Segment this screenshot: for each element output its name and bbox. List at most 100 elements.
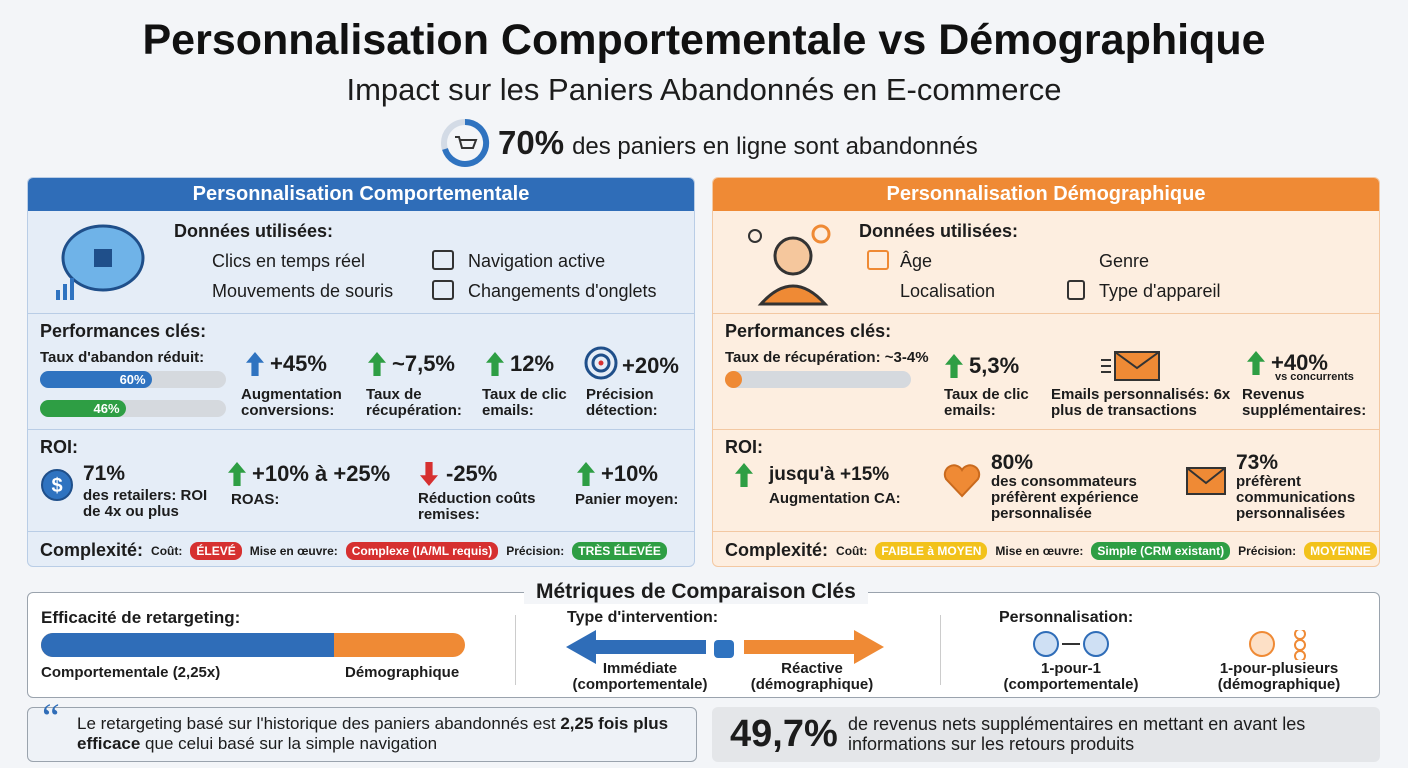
dollar-icon: $: [41, 469, 73, 501]
bar: 60%: [40, 371, 152, 388]
kpi-value: 12%: [510, 351, 555, 376]
complexity-heading: Complexité:: [725, 540, 829, 560]
arrow: [577, 462, 595, 486]
bar-track: [725, 371, 911, 388]
complexity-label: Précision:: [506, 543, 565, 558]
complexity-row: Complexité: Coût: FAIBLE à MOYEN Mise en …: [725, 540, 1377, 561]
data-item: Âge: [900, 251, 933, 271]
kpi-label: Revenus supplémentaires:: [1242, 386, 1367, 419]
kpi-label: Taux de clic emails:: [944, 386, 1029, 419]
quote-text: Le retargeting basé sur l'historique des…: [77, 714, 561, 733]
svg-text:$: $: [51, 475, 62, 497]
icon: [1067, 280, 1085, 300]
roi-value: 80%: [991, 451, 1034, 474]
data-item: Type d'appareil: [1099, 281, 1221, 301]
stat-value: 70%: [498, 124, 565, 161]
roi-heading: ROI:: [725, 437, 763, 457]
badge: FAIBLE à MOYEN: [875, 541, 988, 560]
roi-item: +10%: [577, 461, 658, 487]
divider: [515, 615, 516, 685]
roi-item: -25%: [420, 461, 497, 487]
arrow: [1247, 351, 1265, 375]
stat-row: 70% des paniers en ligne sont abandonnés: [498, 124, 978, 162]
complexity-label: Mise en œuvre:: [249, 543, 338, 558]
arrow: [246, 352, 264, 376]
data-heading: Données utilisées:: [174, 221, 334, 241]
mail-icon: [1101, 351, 1160, 381]
personalization-left: 1-pour-1 (comportementale): [1003, 660, 1139, 693]
badge: MOYENNE: [1304, 541, 1377, 560]
complexity-label: Coût:: [151, 543, 183, 558]
separator: [713, 429, 1379, 430]
kpi-value: +20%: [622, 353, 679, 378]
quote-mark: “: [42, 695, 60, 740]
quote-box: [27, 707, 697, 762]
roi-label: ROAS:: [231, 491, 280, 508]
badge: Simple (CRM existant): [1091, 541, 1231, 560]
roi-value: jusqu'à +15%: [769, 464, 890, 485]
kpi: +45%: [246, 351, 327, 377]
abandon-label: Taux d'abandon réduit:: [40, 349, 205, 366]
kpi-label: Augmentation conversions:: [241, 386, 342, 419]
data-item: Changements d'onglets: [468, 281, 657, 301]
data-item: Genre: [1099, 251, 1150, 271]
complexity-label: Mise en œuvre:: [995, 543, 1084, 558]
person-icon: [748, 224, 831, 306]
retargeting-bar: [41, 633, 465, 657]
data-item: Clics en temps réel: [212, 251, 366, 271]
kpi: ~7,5%: [368, 351, 455, 377]
kpi-value: +40%: [1271, 350, 1328, 375]
badge: ÉLEVÉ: [190, 541, 242, 560]
intervention-right: Réactive (démographique): [750, 660, 874, 693]
retargeting-heading: Efficacité de retargeting:: [41, 608, 241, 627]
subtitle: Impact sur les Paniers Abandonnés en E-c…: [346, 72, 1062, 107]
separator: [28, 313, 694, 314]
roi-heading: ROI:: [40, 437, 78, 457]
personalization-icons: [1033, 630, 1306, 660]
arrow: [735, 463, 753, 487]
kpi-label: Taux de récupération:: [366, 386, 462, 419]
data-item: Localisation: [900, 281, 996, 301]
heart-icon: [943, 464, 981, 498]
kpi: 5,3%: [945, 353, 1019, 379]
intervention-left: Immédiate (comportementale): [572, 660, 708, 693]
bar: 46%: [40, 400, 126, 417]
intervention-heading: Type d'intervention:: [567, 609, 719, 626]
target-icon: [584, 346, 618, 380]
kpi-value: +45%: [270, 351, 327, 376]
kpi-value: ~7,5%: [392, 351, 455, 376]
roi-label: préfèrent communications personnalisées: [1236, 473, 1356, 522]
stat-box: [712, 707, 1380, 762]
kpi-value: 5,3%: [969, 353, 1020, 378]
divider: [940, 615, 941, 685]
intervention-arrows: [566, 630, 884, 664]
personalization-heading: Personnalisation:: [999, 609, 1134, 626]
kpi: +40%: [1247, 350, 1328, 376]
personalization-right: 1-pour-plusieurs (démographique): [1217, 660, 1341, 693]
icon: [867, 250, 889, 270]
separator: [713, 313, 1379, 314]
recovery-label: Taux de récupération: ~3-4%: [725, 349, 929, 366]
arrow: [368, 352, 386, 376]
bar-track: 46%: [40, 400, 226, 417]
comparison-title: Métriques de Comparaison Clés: [524, 580, 868, 604]
icon: [432, 250, 454, 270]
quote-bold: 2,25 fois plus efficace: [77, 714, 669, 753]
complexity-label: Coût:: [836, 543, 868, 558]
data-heading: Données utilisées:: [859, 221, 1019, 241]
arrow-wrap: [735, 463, 753, 487]
separator: [28, 531, 694, 532]
bar-dot: [725, 371, 742, 388]
perf-heading: Performances clés:: [40, 321, 207, 341]
kpi: 12%: [486, 351, 554, 377]
behavioral-panel: Personnalisation Comportementale Données…: [27, 177, 695, 567]
kpi-label: Emails personnalisés: 6x plus de transac…: [1051, 386, 1231, 419]
separator: [28, 429, 694, 430]
roi-value: -25%: [446, 461, 498, 486]
roi-value: +10% à +25%: [252, 461, 391, 486]
arrow: [420, 462, 438, 486]
roi-value: 73%: [1236, 451, 1279, 474]
quote-text: que celui basé sur la simple navigation: [140, 734, 438, 753]
retargeting-right: Démographique: [345, 664, 460, 681]
retargeting-bar-blue: [41, 633, 334, 657]
